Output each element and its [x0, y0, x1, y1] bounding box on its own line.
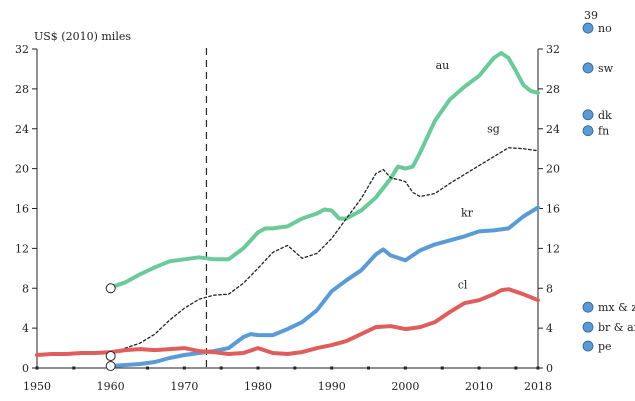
country-marker	[582, 125, 594, 137]
left-y-tick-label: 8	[22, 282, 29, 295]
x-tick-marker	[256, 366, 260, 370]
x-axis: 1950 1960 1970 1980 1990 2000 2010 2018	[23, 366, 552, 393]
x-tick-marker	[403, 366, 407, 370]
left-y-tick-label: 20	[15, 163, 29, 176]
country-marker	[582, 321, 594, 333]
country-marker-value-label: 39	[584, 9, 598, 22]
right-y-tick-label: 32	[546, 43, 560, 56]
x-tick-label: 2018	[524, 380, 552, 393]
x-tick-label: 1990	[318, 380, 346, 393]
country-marker	[582, 340, 594, 352]
start-markers	[105, 283, 116, 372]
series-layer: au sg kr cl	[35, 51, 540, 368]
left-y-tick-label: 28	[15, 83, 29, 96]
left-y-tick-label: 0	[22, 362, 29, 375]
y-axis-title: US$ (2010) miles	[34, 30, 131, 43]
x-tick-marker	[293, 366, 297, 370]
country-marker-label: dk	[598, 109, 612, 122]
x-tick-label: 1960	[97, 380, 125, 393]
x-tick-marker	[477, 366, 481, 370]
series-line-cl	[35, 287, 540, 357]
country-marker	[582, 301, 594, 313]
right-y-tick-label: 16	[546, 203, 560, 216]
series-label-sg: sg	[487, 123, 500, 136]
country-marker	[582, 22, 594, 34]
right-y-tick-label: 4	[546, 322, 553, 335]
x-tick-marker	[440, 366, 444, 370]
country-marker	[582, 109, 594, 121]
country-marker-label: sw	[598, 62, 614, 75]
country-marker-label: fn	[598, 125, 609, 138]
country-marker-label: mx & za	[598, 301, 635, 314]
x-tick-marker	[219, 366, 223, 370]
x-tick-marker	[536, 366, 540, 370]
series-label-au: au	[436, 59, 450, 72]
x-tick-label: 2000	[391, 380, 419, 393]
left-y-tick-label: 24	[15, 123, 29, 136]
x-tick-marker	[514, 366, 518, 370]
series-line-kr	[108, 205, 540, 368]
series-line-sg	[110, 147, 539, 354]
x-tick-marker	[367, 366, 371, 370]
x-tick-marker	[330, 366, 334, 370]
left-y-tick-label: 32	[15, 43, 29, 56]
series-label-cl: cl	[458, 278, 468, 291]
x-tick-label: 1980	[244, 380, 272, 393]
left-y-tick-label: 16	[15, 203, 29, 216]
series-line-au	[108, 51, 540, 290]
left-y-tick-label: 12	[15, 242, 29, 255]
x-tick-label: 2010	[465, 380, 493, 393]
left-y-tick-label: 4	[22, 322, 29, 335]
right-y-tick-label: 8	[546, 282, 553, 295]
country-marker-label: br & ar	[598, 321, 635, 334]
x-tick-marker	[72, 366, 76, 370]
x-tick-marker	[146, 366, 150, 370]
start-marker	[105, 351, 116, 362]
start-marker	[105, 283, 116, 294]
right-y-tick-label: 24	[546, 123, 560, 136]
x-tick-marker	[35, 366, 39, 370]
x-tick-marker	[182, 366, 186, 370]
country-marker-label: pe	[598, 340, 612, 353]
right-y-tick-label: 12	[546, 242, 560, 255]
country-marker-label: no	[598, 22, 612, 35]
start-marker	[105, 361, 116, 372]
right-y-tick-label: 28	[546, 83, 560, 96]
right-y-tick-label: 0	[546, 362, 553, 375]
country-marker	[582, 62, 594, 74]
left-y-axis: 0 4 8 12 16 20 24 28 32	[15, 43, 37, 375]
right-y-tick-label: 20	[546, 163, 560, 176]
right-y-axis: 0 4 8 12 16 20 24 28 32	[538, 43, 560, 375]
x-tick-label: 1950	[23, 380, 51, 393]
x-tick-label: 1970	[170, 380, 198, 393]
series-label-kr: kr	[461, 206, 474, 219]
